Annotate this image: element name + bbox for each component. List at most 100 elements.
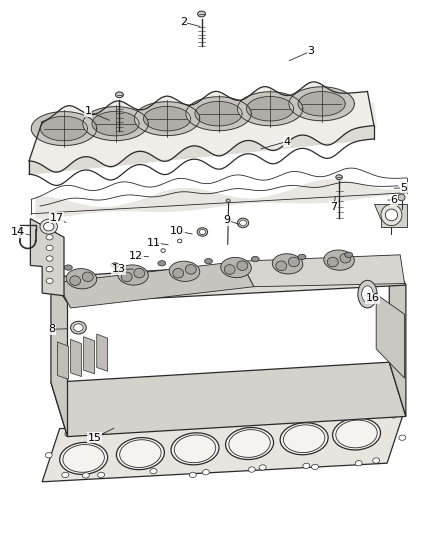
Ellipse shape: [199, 229, 205, 235]
Ellipse shape: [362, 286, 373, 302]
Ellipse shape: [198, 11, 205, 17]
Ellipse shape: [45, 453, 52, 458]
Ellipse shape: [46, 266, 53, 272]
Ellipse shape: [121, 272, 132, 282]
Ellipse shape: [197, 228, 208, 236]
Text: 17: 17: [49, 213, 64, 223]
Polygon shape: [195, 101, 242, 126]
Ellipse shape: [272, 254, 303, 274]
Ellipse shape: [161, 249, 165, 253]
Ellipse shape: [229, 430, 270, 457]
Ellipse shape: [177, 239, 182, 243]
Ellipse shape: [377, 410, 384, 415]
Ellipse shape: [120, 440, 161, 467]
Polygon shape: [51, 277, 67, 437]
Ellipse shape: [82, 473, 89, 478]
Ellipse shape: [171, 433, 219, 465]
Ellipse shape: [259, 465, 266, 470]
Ellipse shape: [74, 324, 83, 332]
Ellipse shape: [283, 425, 325, 453]
Ellipse shape: [276, 261, 287, 271]
Ellipse shape: [158, 261, 166, 266]
Ellipse shape: [117, 438, 164, 470]
Ellipse shape: [118, 265, 148, 285]
Ellipse shape: [226, 199, 230, 202]
Ellipse shape: [82, 272, 93, 281]
Ellipse shape: [288, 257, 299, 266]
Ellipse shape: [237, 261, 248, 270]
Ellipse shape: [268, 417, 275, 422]
Ellipse shape: [163, 423, 170, 429]
Ellipse shape: [221, 257, 251, 278]
Ellipse shape: [215, 421, 223, 426]
Polygon shape: [29, 82, 374, 172]
Ellipse shape: [64, 265, 72, 270]
Ellipse shape: [150, 469, 157, 474]
Ellipse shape: [185, 264, 196, 274]
Text: 5: 5: [401, 183, 408, 193]
Polygon shape: [97, 334, 108, 371]
Ellipse shape: [46, 256, 53, 261]
Text: 14: 14: [11, 227, 25, 237]
Ellipse shape: [399, 435, 406, 440]
Polygon shape: [51, 256, 406, 303]
Ellipse shape: [40, 219, 57, 234]
Ellipse shape: [311, 464, 318, 470]
Ellipse shape: [226, 427, 274, 459]
Ellipse shape: [240, 220, 247, 226]
Ellipse shape: [65, 431, 72, 437]
Ellipse shape: [381, 204, 402, 225]
Ellipse shape: [111, 263, 119, 268]
Ellipse shape: [174, 435, 215, 463]
Polygon shape: [376, 294, 405, 378]
Polygon shape: [237, 92, 303, 126]
Ellipse shape: [298, 254, 306, 260]
Polygon shape: [374, 204, 407, 227]
Text: 11: 11: [146, 238, 160, 247]
Polygon shape: [40, 116, 88, 141]
Ellipse shape: [66, 269, 97, 289]
Ellipse shape: [134, 268, 145, 278]
Text: 10: 10: [170, 226, 184, 236]
Text: 1: 1: [85, 106, 92, 116]
Ellipse shape: [336, 175, 343, 180]
Polygon shape: [289, 87, 354, 121]
Polygon shape: [30, 219, 64, 296]
Ellipse shape: [43, 222, 54, 231]
Polygon shape: [83, 107, 148, 141]
Ellipse shape: [237, 218, 249, 228]
Polygon shape: [71, 340, 81, 376]
Polygon shape: [29, 126, 374, 174]
Ellipse shape: [202, 470, 209, 475]
Ellipse shape: [390, 413, 397, 418]
Polygon shape: [134, 102, 200, 135]
Ellipse shape: [224, 265, 235, 274]
Text: 4: 4: [283, 136, 290, 147]
Ellipse shape: [327, 257, 338, 267]
Text: 2: 2: [180, 17, 187, 27]
Polygon shape: [42, 410, 405, 482]
Text: 3: 3: [307, 46, 314, 56]
Ellipse shape: [173, 269, 184, 278]
Ellipse shape: [71, 321, 86, 334]
Polygon shape: [57, 261, 254, 308]
Text: 12: 12: [129, 251, 143, 261]
Ellipse shape: [373, 458, 380, 463]
Ellipse shape: [332, 418, 381, 450]
Polygon shape: [51, 362, 406, 437]
Ellipse shape: [385, 209, 398, 221]
Polygon shape: [144, 107, 191, 131]
Ellipse shape: [116, 92, 124, 98]
Text: 7: 7: [330, 202, 337, 212]
Ellipse shape: [248, 467, 255, 472]
Ellipse shape: [303, 463, 310, 469]
Polygon shape: [247, 96, 293, 121]
Ellipse shape: [169, 261, 200, 281]
Ellipse shape: [189, 472, 196, 478]
Ellipse shape: [355, 461, 362, 466]
Ellipse shape: [98, 472, 105, 478]
Ellipse shape: [345, 252, 353, 257]
Polygon shape: [241, 255, 405, 287]
Text: 13: 13: [112, 264, 126, 274]
Text: 6: 6: [390, 195, 397, 205]
